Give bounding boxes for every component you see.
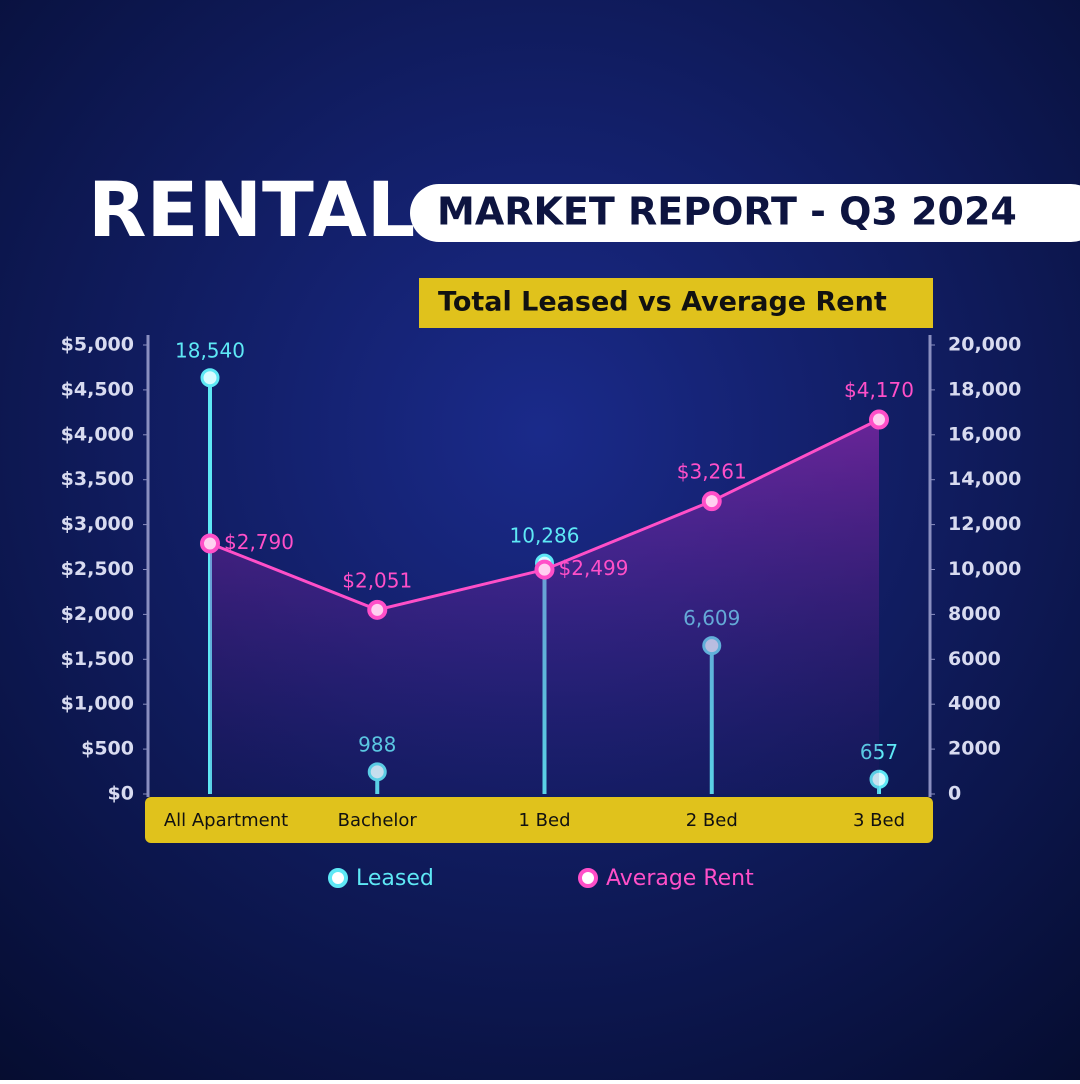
value-label: $3,261 [677, 460, 747, 484]
y-tick-label: $3,000 [61, 513, 134, 535]
y2-tick-label: 16,000 [948, 423, 1021, 445]
y-tick-label: $1,500 [61, 648, 134, 670]
chart-title-box [419, 278, 933, 328]
x-tick-label: All Apartment [164, 810, 288, 831]
legend-marker [328, 868, 348, 888]
point [869, 409, 889, 430]
legend-label: Leased [356, 866, 434, 891]
value-label: 10,286 [510, 524, 580, 548]
y-tick-label: $0 [108, 783, 134, 805]
y-tick-label: $4,000 [61, 423, 134, 445]
lollipop-head [200, 368, 220, 388]
y2-tick-label: 4000 [948, 693, 1001, 715]
y2-tick-label: 12,000 [948, 513, 1021, 535]
value-label: $4,170 [844, 378, 914, 402]
point [367, 599, 388, 620]
x-tick-label: 1 Bed [518, 810, 570, 831]
y2-tick-label: 14,000 [948, 468, 1021, 490]
y2-tick-label: 20,000 [948, 334, 1021, 356]
y-tick-label: $1,000 [61, 693, 134, 715]
point [701, 491, 722, 512]
point [534, 559, 555, 580]
y-tick-label: $3,500 [61, 468, 134, 490]
value-label: 18,540 [175, 338, 245, 362]
y2-tick-label: 0 [948, 783, 961, 805]
subtitle-pill [410, 184, 1080, 242]
y-tick-label: $2,000 [61, 603, 134, 625]
y2-tick-label: 2000 [948, 738, 1001, 760]
header-title: RENTAL [88, 165, 415, 254]
y-tick-label: $2,500 [61, 558, 134, 580]
y-tick-label: $5,000 [61, 334, 134, 356]
y2-tick-label: 6000 [948, 648, 1001, 670]
y2-tick-label: 8000 [948, 603, 1001, 625]
value-label: $2,051 [342, 568, 412, 592]
line-area [210, 419, 879, 794]
category-band [145, 797, 933, 843]
chart-title: Total Leased vs Average Rent [438, 287, 887, 318]
value-label: $2,790 [224, 530, 294, 554]
value-label: $2,499 [559, 556, 629, 580]
x-tick-label: 2 Bed [686, 810, 738, 831]
header-subtitle: MARKET REPORT - Q3 2024 [437, 190, 1017, 234]
point [200, 533, 220, 554]
y2-tick-label: 18,000 [948, 378, 1021, 400]
x-tick-label: 3 Bed [853, 810, 905, 831]
legend-marker [578, 868, 598, 888]
legend-label: Average Rent [606, 866, 754, 891]
y-tick-label: $4,500 [61, 378, 134, 400]
y2-tick-label: 10,000 [948, 558, 1021, 580]
y-tick-label: $500 [81, 738, 134, 760]
x-tick-label: Bachelor [338, 810, 418, 831]
